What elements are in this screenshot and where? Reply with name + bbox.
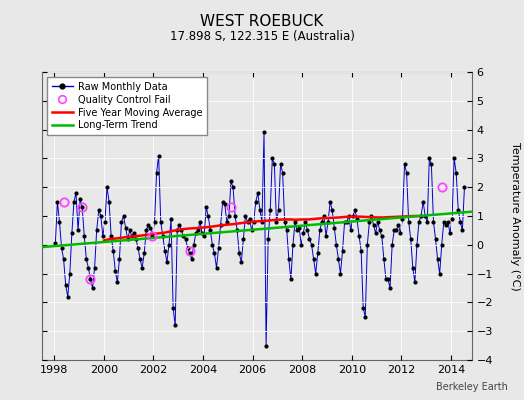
Text: 17.898 S, 122.315 E (Australia): 17.898 S, 122.315 E (Australia)	[170, 30, 354, 43]
Legend: Raw Monthly Data, Quality Control Fail, Five Year Moving Average, Long-Term Tren: Raw Monthly Data, Quality Control Fail, …	[47, 77, 208, 135]
Text: WEST ROEBUCK: WEST ROEBUCK	[200, 14, 324, 29]
Text: Berkeley Earth: Berkeley Earth	[436, 382, 508, 392]
Y-axis label: Temperature Anomaly (°C): Temperature Anomaly (°C)	[510, 142, 520, 290]
